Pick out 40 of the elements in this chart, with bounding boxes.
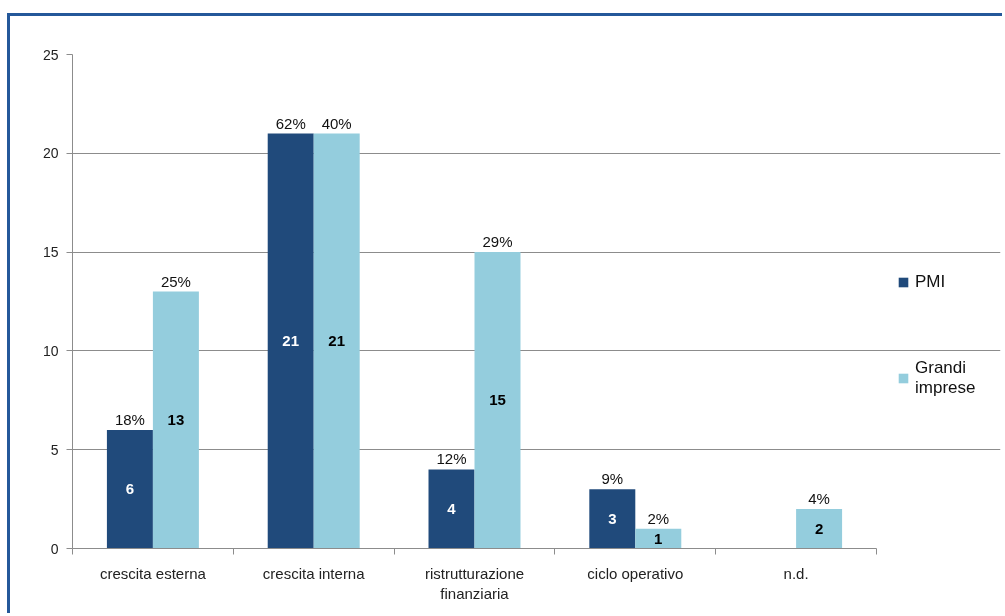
bar	[428, 469, 475, 549]
bar	[152, 291, 199, 549]
y-tick-label: 5	[50, 441, 59, 458]
bar	[313, 133, 360, 549]
data-label: 15	[489, 391, 506, 409]
x-tick-label: n.d.	[783, 564, 809, 582]
data-label: 3	[608, 509, 617, 527]
y-tick-label: 25	[42, 46, 59, 63]
annotation: 12%	[436, 450, 467, 468]
annotation: 29%	[482, 233, 513, 251]
y-tick-label: 15	[42, 244, 59, 261]
y-tick-label: 0	[50, 540, 59, 557]
annotation: 2%	[647, 509, 670, 527]
annotation: 40%	[321, 114, 352, 132]
annotation: 25%	[160, 272, 191, 290]
data-label: 6	[125, 480, 135, 498]
x-tick-label: crescita esterna	[99, 564, 207, 582]
bar	[796, 508, 843, 549]
annotation: 9%	[601, 470, 624, 488]
data-label: 4	[447, 499, 457, 517]
x-tick-label: ciclo operativo	[587, 564, 684, 582]
bar	[474, 252, 521, 549]
data-label: 21	[328, 332, 346, 350]
annotation: 18%	[114, 410, 145, 428]
legend-label: Grandi imprese	[915, 358, 976, 398]
x-tick-label: ristrutturazione finanziaria	[424, 564, 525, 602]
bar	[589, 489, 636, 549]
annotation: 62%	[275, 114, 306, 132]
x-tick-label: crescita interna	[262, 564, 366, 582]
legend-label: PMI	[915, 272, 946, 292]
bar	[106, 429, 153, 549]
annotation: 4%	[808, 489, 830, 507]
bar	[267, 133, 314, 549]
data-label: 13	[167, 411, 185, 429]
data-label: 1	[654, 529, 663, 547]
data-label: 21	[282, 332, 300, 350]
bar	[635, 528, 682, 549]
y-tick-label: 10	[42, 342, 59, 359]
data-label: 2	[814, 519, 824, 537]
y-tick-label: 20	[42, 145, 59, 162]
